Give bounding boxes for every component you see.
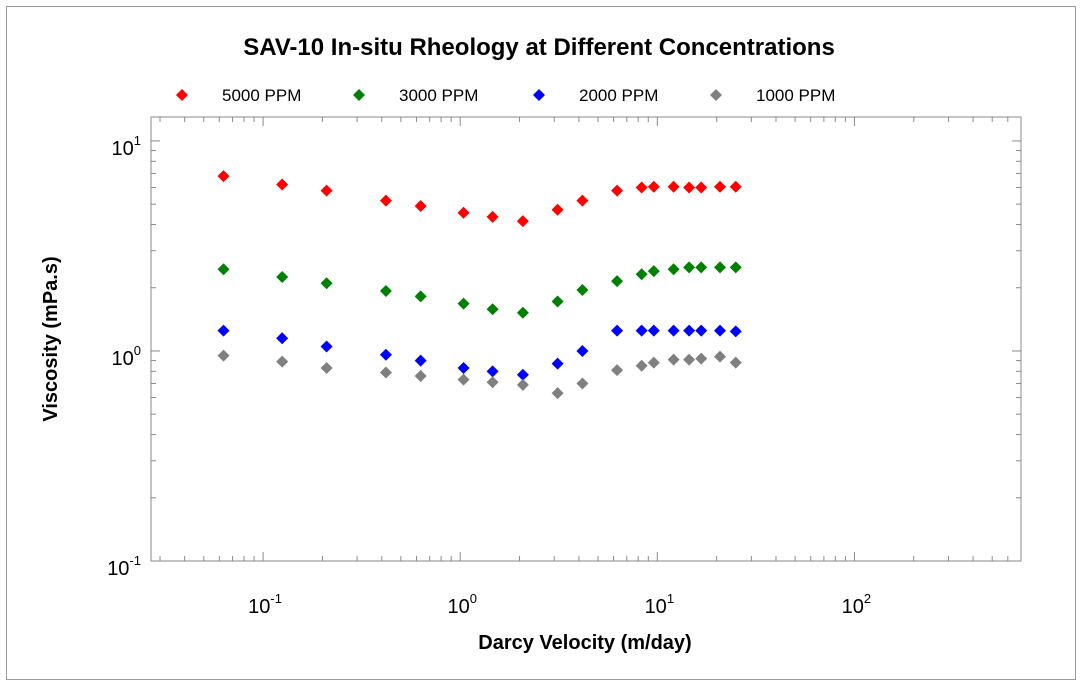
y-tick-label: 10-1 <box>107 553 141 580</box>
data-point <box>414 354 427 367</box>
data-point <box>611 184 624 197</box>
data-point <box>611 275 624 288</box>
data-point <box>667 180 680 193</box>
chart-frame: SAV-10 In-situ Rheology at Different Con… <box>6 6 1076 680</box>
data-point <box>729 325 742 338</box>
data-point <box>729 356 742 369</box>
data-point <box>551 203 564 216</box>
x-axis-label: Darcy Velocity (m/day) <box>478 632 691 654</box>
plot-area <box>150 116 1022 562</box>
data-point <box>320 361 333 374</box>
x-tick-label: 10-1 <box>248 591 282 618</box>
data-point <box>647 324 660 337</box>
data-point <box>635 359 648 372</box>
data-point <box>683 181 696 194</box>
x-tick-label: 101 <box>645 591 674 618</box>
legend: 5000 PPM 3000 PPM 2000 PPM 1000 PPM <box>176 86 835 105</box>
data-point <box>714 261 727 274</box>
legend-label: 1000 PPM <box>756 86 835 105</box>
data-point <box>635 268 648 281</box>
data-point <box>486 303 499 316</box>
data-point <box>217 349 230 362</box>
data-point <box>667 353 680 366</box>
data-point <box>217 170 230 183</box>
legend-label: 5000 PPM <box>222 86 301 105</box>
data-point <box>667 324 680 337</box>
data-point <box>635 181 648 194</box>
data-point <box>551 357 564 370</box>
data-point <box>486 365 499 378</box>
data-point <box>320 340 333 353</box>
data-point <box>551 295 564 308</box>
data-point <box>379 348 392 361</box>
data-point <box>714 350 727 363</box>
legend-marker <box>176 89 188 101</box>
data-point <box>683 353 696 366</box>
data-point <box>516 306 529 319</box>
data-point <box>414 200 427 213</box>
legend-marker <box>710 89 722 101</box>
data-point <box>647 265 660 278</box>
legend-label: 3000 PPM <box>399 86 478 105</box>
data-point <box>276 355 289 368</box>
data-point <box>457 361 470 374</box>
data-point <box>457 373 470 386</box>
data-point <box>486 376 499 389</box>
data-point <box>729 261 742 274</box>
data-point <box>695 181 708 194</box>
data-point <box>379 284 392 297</box>
y-tick-label: 101 <box>112 133 141 160</box>
data-point <box>576 194 589 207</box>
axis-ticks <box>151 117 1022 562</box>
data-point <box>667 263 680 276</box>
data-point <box>647 180 660 193</box>
legend-marker <box>533 89 545 101</box>
x-tick-label: 102 <box>842 591 871 618</box>
data-point <box>647 356 660 369</box>
data-point <box>457 206 470 219</box>
data-point <box>611 324 624 337</box>
tick-labels: 10-1 100 101 102 101 100 10-1 <box>107 133 871 618</box>
data-point <box>729 180 742 193</box>
legend-marker <box>353 89 365 101</box>
data-point <box>457 297 470 310</box>
data-point <box>695 352 708 365</box>
data-point <box>276 332 289 345</box>
data-point <box>379 366 392 379</box>
legend-label: 2000 PPM <box>579 86 658 105</box>
data-point <box>276 178 289 191</box>
data-markers <box>217 170 742 400</box>
data-point <box>551 387 564 400</box>
data-point <box>217 324 230 337</box>
data-point <box>276 270 289 283</box>
data-point <box>714 324 727 337</box>
data-point <box>611 364 624 377</box>
data-point <box>486 210 499 223</box>
x-tick-label: 100 <box>447 591 476 618</box>
chart-svg: SAV-10 In-situ Rheology at Different Con… <box>40 34 1022 654</box>
y-axis-label: Viscosity (mPa.s) <box>40 256 62 421</box>
data-point <box>714 180 727 193</box>
data-point <box>576 284 589 297</box>
data-point <box>576 377 589 390</box>
data-point <box>683 324 696 337</box>
chart-title: SAV-10 In-situ Rheology at Different Con… <box>243 34 835 61</box>
data-point <box>217 263 230 276</box>
data-point <box>576 344 589 357</box>
data-point <box>683 261 696 274</box>
data-point <box>695 324 708 337</box>
y-tick-label: 100 <box>112 343 141 370</box>
data-point <box>379 194 392 207</box>
data-point <box>516 215 529 228</box>
data-point <box>320 277 333 290</box>
data-point <box>320 184 333 197</box>
data-point <box>695 261 708 274</box>
data-point <box>516 378 529 391</box>
data-point <box>516 368 529 381</box>
data-point <box>414 369 427 382</box>
data-point <box>635 324 648 337</box>
data-point <box>414 290 427 303</box>
